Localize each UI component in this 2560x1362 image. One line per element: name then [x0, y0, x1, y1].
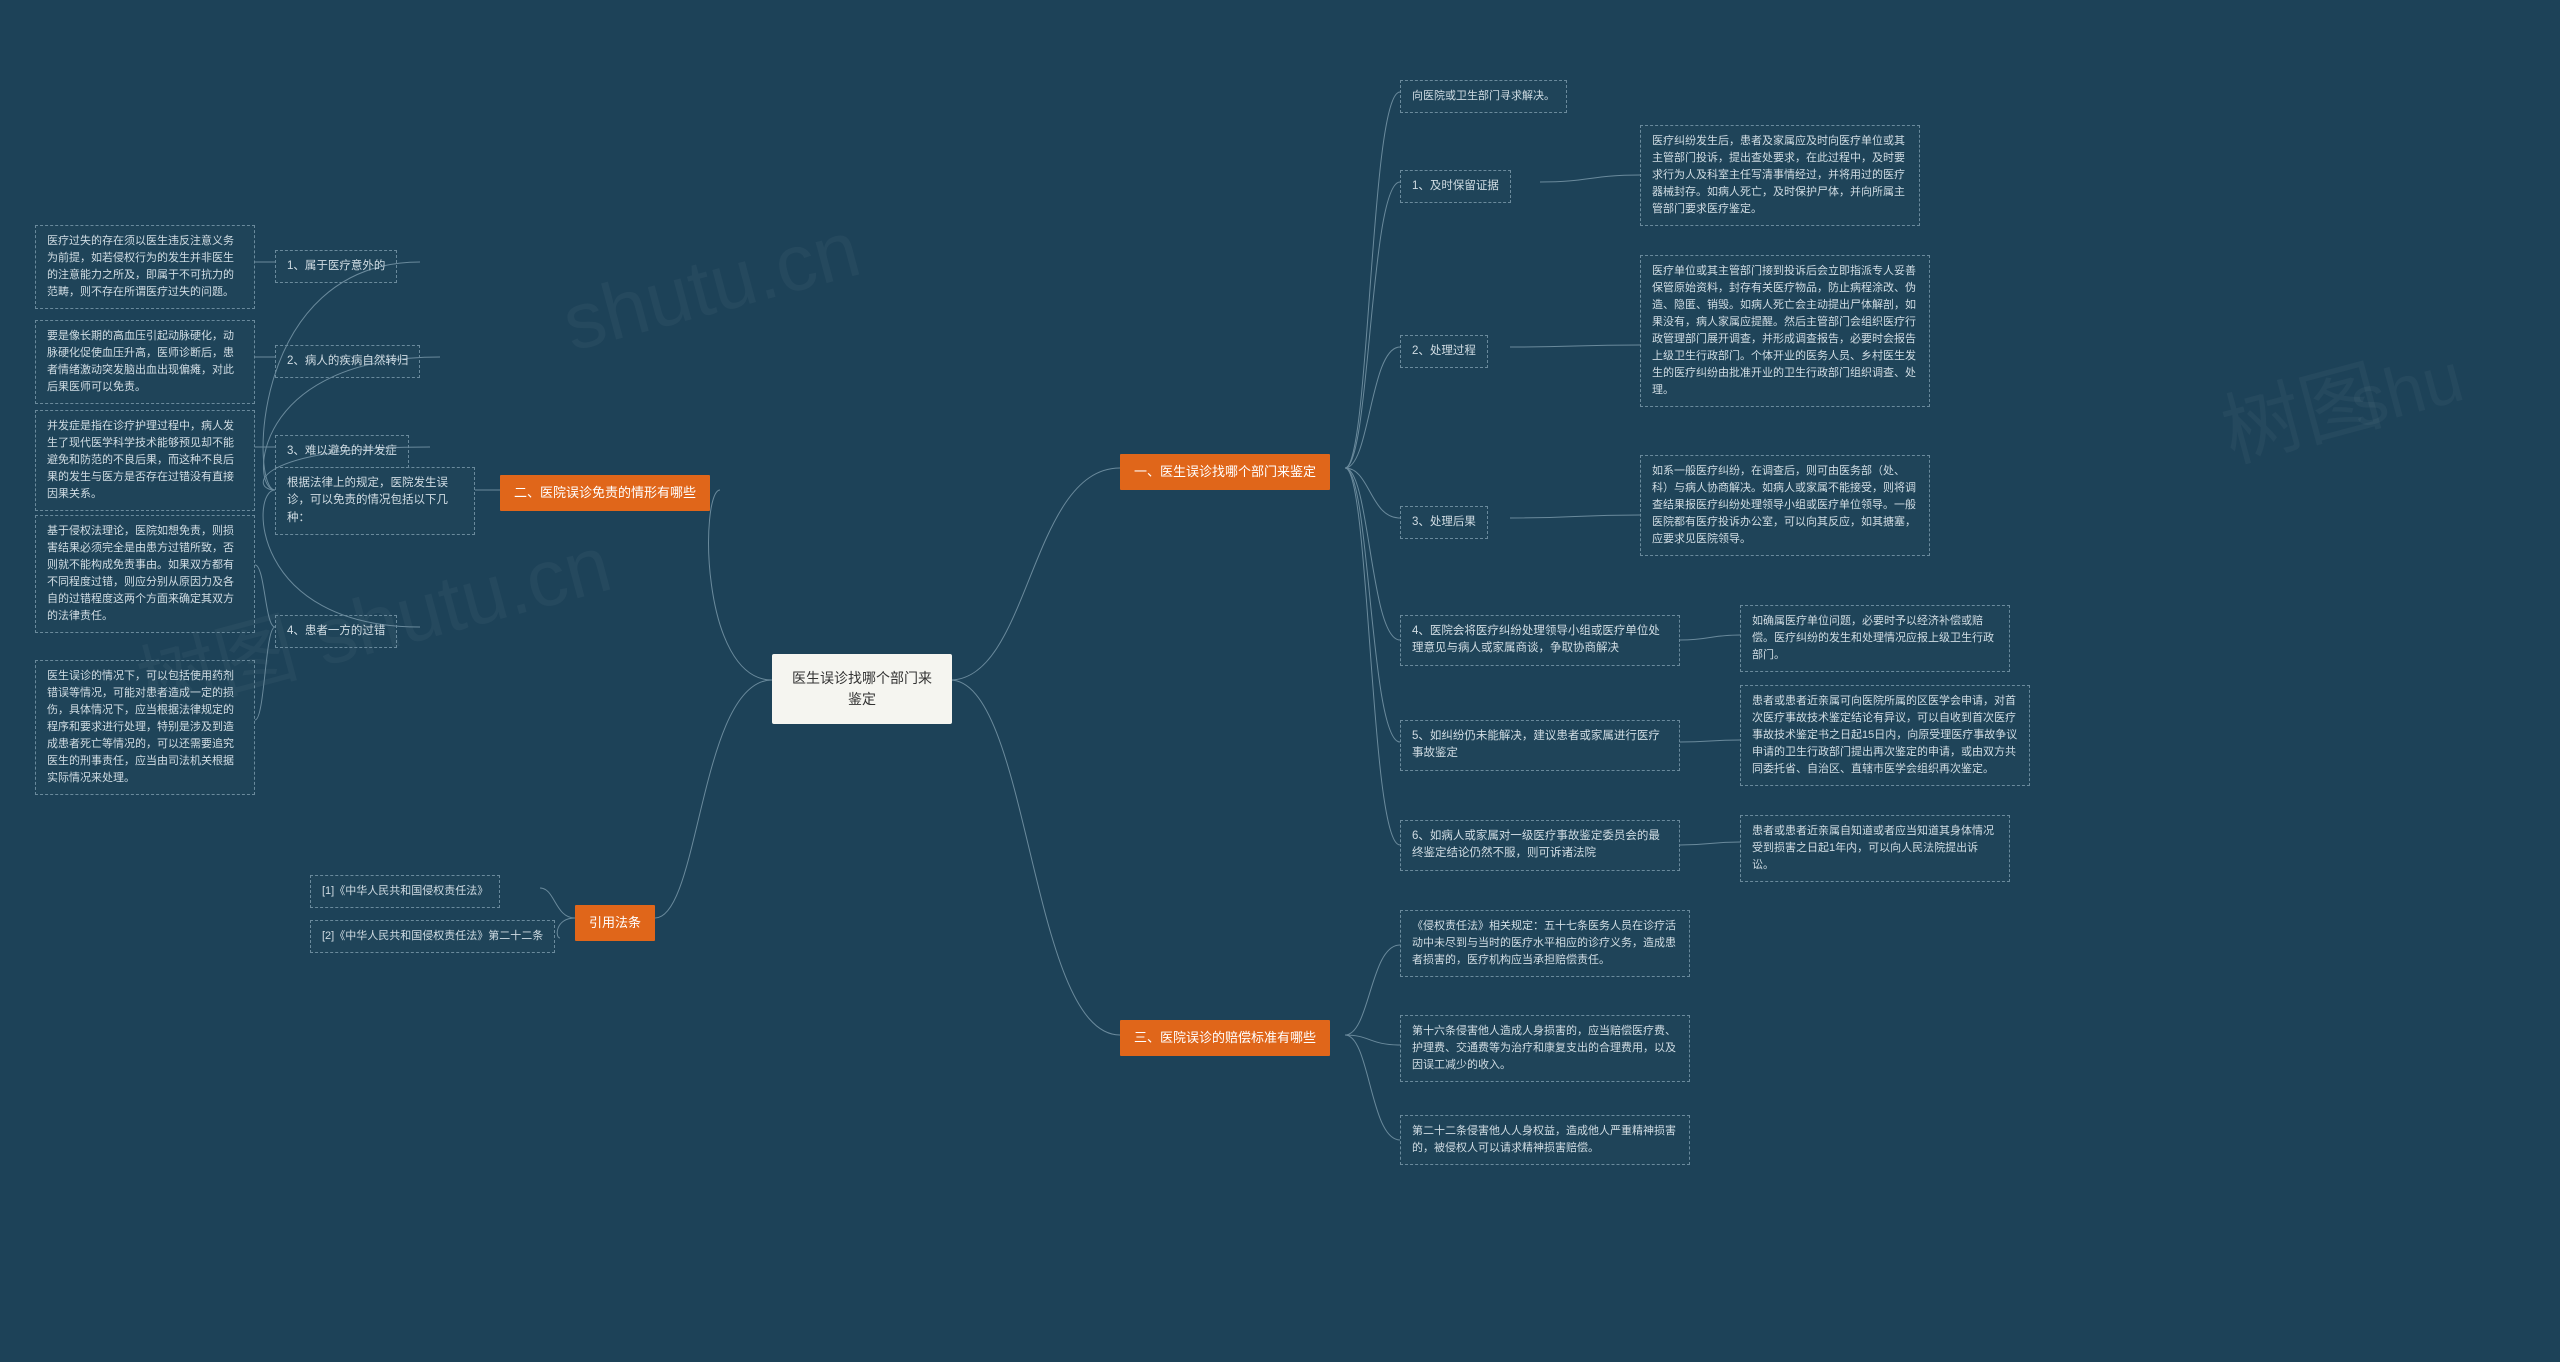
node-s2c1[interactable]: 1、属于医疗意外的	[275, 250, 397, 283]
mindmap-canvas: shutu.cn 树图 shutu.cn 树图 shu	[0, 0, 2560, 1362]
leaf-s2c4a[interactable]: 基于侵权法理论，医院如想免责，则损害结果必须完全是由患方过错所致，否则就不能构成…	[35, 515, 255, 633]
node-s3c2[interactable]: 第十六条侵害他人造成人身损害的，应当赔偿医疗费、护理费、交通费等为治疗和康复支出…	[1400, 1015, 1690, 1082]
connector-layer	[0, 0, 2560, 1362]
node-s3c3[interactable]: 第二十二条侵害他人人身权益，造成他人严重精神损害的，被侵权人可以请求精神损害赔偿…	[1400, 1115, 1690, 1165]
leaf-s1c6[interactable]: 患者或患者近亲属自知道或者应当知道其身体情况受到损害之日起1年内，可以向人民法院…	[1740, 815, 2010, 882]
node-s2c2[interactable]: 2、病人的疾病自然转归	[275, 345, 420, 378]
watermark: shutu.cn	[553, 202, 869, 369]
leaf-s2c3[interactable]: 并发症是指在诊疗护理过程中，病人发生了现代医学科学技术能够预见却不能避免和防范的…	[35, 410, 255, 511]
node-s2c4[interactable]: 4、患者一方的过错	[275, 615, 397, 648]
node-s1c1[interactable]: 1、及时保留证据	[1400, 170, 1511, 203]
node-s4c1[interactable]: [1]《中华人民共和国侵权责任法》	[310, 875, 500, 908]
leaf-s1c2[interactable]: 医疗单位或其主管部门接到投诉后会立即指派专人妥善保管原始资料，封存有关医疗物品，…	[1640, 255, 1930, 407]
node-s1c5[interactable]: 5、如纠纷仍未能解决，建议患者或家属进行医疗事故鉴定	[1400, 720, 1680, 771]
node-s3c1[interactable]: 《侵权责任法》相关规定：五十七条医务人员在诊疗活动中未尽到与当时的医疗水平相应的…	[1400, 910, 1690, 977]
node-s1c0[interactable]: 向医院或卫生部门寻求解决。	[1400, 80, 1567, 113]
leaf-s2c4b[interactable]: 医生误诊的情况下，可以包括使用药剂错误等情况，可能对患者造成一定的损伤，具体情况…	[35, 660, 255, 795]
section-s4[interactable]: 引用法条	[575, 905, 655, 941]
node-s1c6[interactable]: 6、如病人或家属对一级医疗事故鉴定委员会的最终鉴定结论仍然不服，则可诉诸法院	[1400, 820, 1680, 871]
leaf-s2c1[interactable]: 医疗过失的存在须以医生违反注意义务为前提，如若侵权行为的发生并非医生的注意能力之…	[35, 225, 255, 309]
watermark: shu	[2342, 337, 2472, 443]
leaf-s1c1[interactable]: 医疗纠纷发生后，患者及家属应及时向医疗单位或其主管部门投诉，提出查处要求，在此过…	[1640, 125, 1920, 226]
node-s1c3[interactable]: 3、处理后果	[1400, 506, 1488, 539]
leaf-s1c4[interactable]: 如确属医疗单位问题，必要时予以经济补偿或赔偿。医疗纠纷的发生和处理情况应报上级卫…	[1740, 605, 2010, 672]
leaf-s1c3[interactable]: 如系一般医疗纠纷，在调查后，则可由医务部（处、科）与病人协商解决。如病人或家属不…	[1640, 455, 1930, 556]
section-s3[interactable]: 三、医院误诊的赔偿标准有哪些	[1120, 1020, 1330, 1056]
section-s1[interactable]: 一、医生误诊找哪个部门来鉴定	[1120, 454, 1330, 490]
node-s2c3[interactable]: 3、难以避免的并发症	[275, 435, 409, 468]
node-s1c4[interactable]: 4、医院会将医疗纠纷处理领导小组或医疗单位处理意见与病人或家属商谈，争取协商解决	[1400, 615, 1680, 666]
leaf-s1c5[interactable]: 患者或患者近亲属可向医院所属的区医学会申请，对首次医疗事故技术鉴定结论有异议，可…	[1740, 685, 2030, 786]
watermark: 树图	[2208, 331, 2393, 484]
leaf-s2c2[interactable]: 要是像长期的高血压引起动脉硬化，动脉硬化促使血压升高，医师诊断后，患者情绪激动突…	[35, 320, 255, 404]
center-node[interactable]: 医生误诊找哪个部门来鉴定	[772, 654, 952, 724]
node-s4c2[interactable]: [2]《中华人民共和国侵权责任法》第二十二条	[310, 920, 555, 953]
section-s2[interactable]: 二、医院误诊免责的情形有哪些	[500, 475, 710, 511]
node-s2-intro[interactable]: 根据法律上的规定，医院发生误诊，可以免责的情况包括以下几种：	[275, 467, 475, 535]
node-s1c2[interactable]: 2、处理过程	[1400, 335, 1488, 368]
